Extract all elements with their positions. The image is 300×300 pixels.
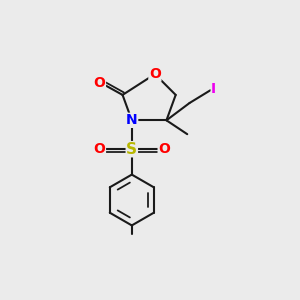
Text: N: N [126, 113, 138, 127]
Text: O: O [94, 142, 105, 156]
Text: I: I [211, 82, 216, 96]
Text: S: S [126, 142, 137, 157]
Text: O: O [158, 142, 170, 156]
Text: O: O [94, 76, 105, 90]
Text: O: O [149, 67, 161, 81]
